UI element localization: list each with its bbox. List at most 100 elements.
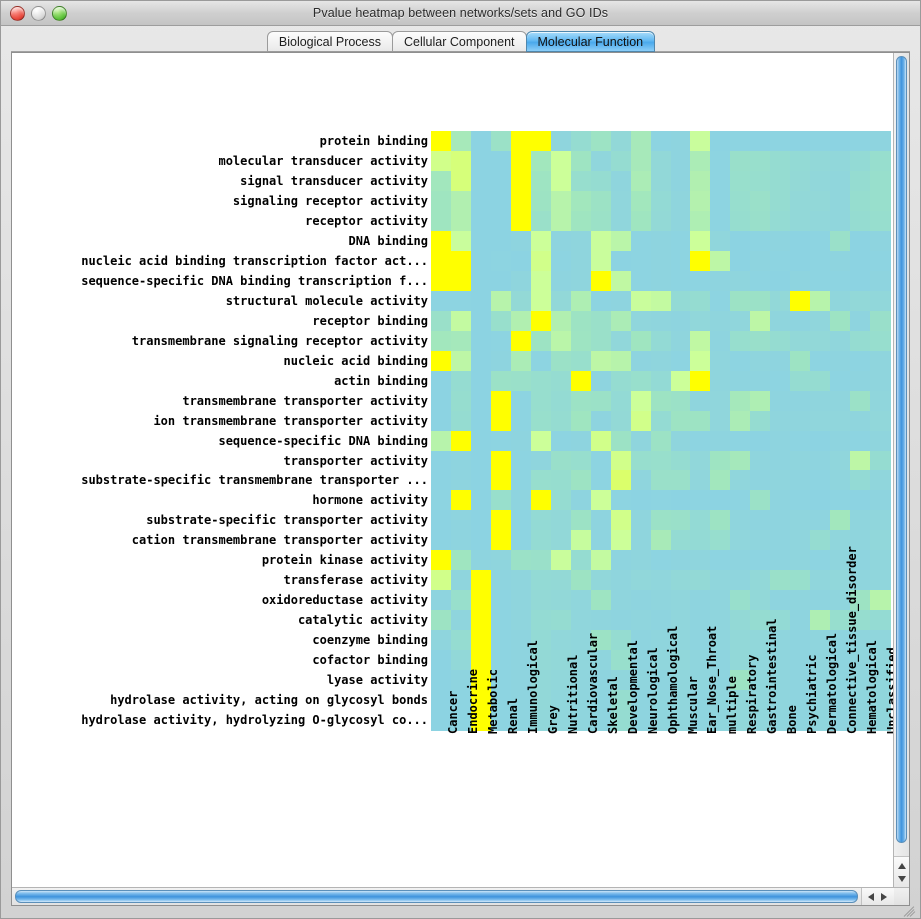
heatmap-cell[interactable]	[810, 550, 831, 571]
heatmap-cell[interactable]	[830, 510, 851, 531]
heatmap-cell[interactable]	[770, 290, 791, 312]
heatmap-cell[interactable]	[530, 230, 552, 252]
heatmap-cell[interactable]	[610, 690, 632, 711]
heatmap-cell[interactable]	[650, 590, 672, 611]
heatmap-cell[interactable]	[431, 190, 452, 212]
heatmap-cell[interactable]	[510, 670, 532, 691]
heatmap-cell[interactable]	[610, 630, 632, 651]
heatmap-cell[interactable]	[610, 330, 632, 352]
heatmap-cell[interactable]	[650, 550, 672, 571]
minimize-button-icon[interactable]	[31, 6, 46, 21]
heatmap-cell[interactable]	[830, 610, 851, 631]
heatmap-cell[interactable]	[610, 470, 632, 492]
heatmap-cell[interactable]	[850, 650, 871, 671]
heatmap-cell[interactable]	[670, 210, 692, 232]
heatmap-cell[interactable]	[530, 131, 552, 152]
heatmap-cell[interactable]	[870, 430, 891, 452]
heatmap-cell[interactable]	[810, 290, 831, 312]
heatmap-cell[interactable]	[670, 690, 692, 711]
heatmap-cell[interactable]	[750, 350, 771, 372]
heatmap-cell[interactable]	[710, 170, 731, 192]
heatmap-cell[interactable]	[830, 530, 851, 551]
heatmap-cell[interactable]	[431, 350, 452, 372]
heatmap-cell[interactable]	[670, 450, 692, 472]
heatmap-cell[interactable]	[550, 450, 572, 472]
heatmap-cell[interactable]	[730, 350, 751, 372]
heatmap-cell[interactable]	[730, 630, 751, 651]
heatmap-cell[interactable]	[870, 150, 891, 172]
heatmap-cell[interactable]	[810, 490, 831, 512]
heatmap-cell[interactable]	[730, 490, 751, 512]
heatmap-cell[interactable]	[710, 670, 731, 691]
scroll-up-icon[interactable]	[897, 863, 906, 869]
heatmap-cell[interactable]	[870, 510, 891, 531]
heatmap-cell[interactable]	[730, 650, 751, 671]
heatmap-cell[interactable]	[570, 710, 592, 731]
heatmap-cell[interactable]	[470, 230, 492, 252]
heatmap-cell[interactable]	[630, 690, 652, 711]
heatmap-cell[interactable]	[830, 570, 851, 591]
heatmap-cell[interactable]	[790, 590, 811, 611]
tab-biological-process[interactable]: Biological Process	[266, 31, 394, 52]
horizontal-scroll-track[interactable]	[12, 888, 861, 905]
heatmap-cell[interactable]	[870, 570, 891, 591]
heatmap-cell[interactable]	[770, 670, 791, 691]
heatmap-cell[interactable]	[750, 610, 771, 631]
heatmap-cell[interactable]	[450, 470, 472, 492]
heatmap-cell[interactable]	[850, 290, 871, 312]
heatmap-cell[interactable]	[870, 230, 891, 252]
heatmap-cell[interactable]	[470, 670, 492, 691]
heatmap-cell[interactable]	[730, 270, 751, 292]
heatmap-cell[interactable]	[650, 510, 672, 531]
heatmap-cell[interactable]	[550, 390, 572, 412]
heatmap-cell[interactable]	[570, 330, 592, 352]
heatmap-cell[interactable]	[570, 131, 592, 152]
heatmap-cell[interactable]	[850, 410, 871, 432]
heatmap-cell[interactable]	[490, 450, 512, 472]
horizontal-scrollbar[interactable]	[12, 887, 909, 905]
heatmap-cell[interactable]	[770, 310, 791, 332]
heatmap-cell[interactable]	[730, 150, 751, 172]
heatmap-cell[interactable]	[470, 330, 492, 352]
heatmap-cell[interactable]	[450, 250, 472, 272]
heatmap-cell[interactable]	[590, 131, 612, 152]
heatmap-cell[interactable]	[510, 250, 532, 272]
heatmap-cell[interactable]	[770, 170, 791, 192]
heatmap-cell[interactable]	[530, 410, 552, 432]
heatmap-cell[interactable]	[870, 350, 891, 372]
heatmap-cell[interactable]	[690, 590, 712, 611]
heatmap-cell[interactable]	[710, 710, 731, 731]
heatmap-cell[interactable]	[830, 410, 851, 432]
heatmap-cell[interactable]	[750, 330, 771, 352]
heatmap-cell[interactable]	[850, 350, 871, 372]
heatmap-cell[interactable]	[830, 350, 851, 372]
heatmap-cell[interactable]	[690, 390, 712, 412]
heatmap-cell[interactable]	[590, 350, 612, 372]
heatmap-cell[interactable]	[530, 610, 552, 631]
heatmap-cell[interactable]	[530, 670, 552, 691]
heatmap-cell[interactable]	[870, 170, 891, 192]
heatmap-cell[interactable]	[710, 450, 731, 472]
heatmap-cell[interactable]	[810, 430, 831, 452]
heatmap-cell[interactable]	[690, 350, 712, 372]
heatmap-cell[interactable]	[670, 710, 692, 731]
heatmap-cell[interactable]	[490, 670, 512, 691]
heatmap-cell[interactable]	[750, 270, 771, 292]
heatmap-cell[interactable]	[431, 330, 452, 352]
heatmap-cell[interactable]	[730, 310, 751, 332]
heatmap-cell[interactable]	[810, 570, 831, 591]
heatmap-cell[interactable]	[431, 270, 452, 292]
heatmap-cell[interactable]	[610, 370, 632, 392]
heatmap-cell[interactable]	[750, 670, 771, 691]
heatmap-cell[interactable]	[610, 390, 632, 412]
heatmap-cell[interactable]	[530, 530, 552, 551]
heatmap-cell[interactable]	[770, 330, 791, 352]
heatmap-cell[interactable]	[530, 370, 552, 392]
heatmap-cell[interactable]	[650, 390, 672, 412]
heatmap-cell[interactable]	[570, 430, 592, 452]
heatmap-cell[interactable]	[690, 270, 712, 292]
heatmap-cell[interactable]	[470, 430, 492, 452]
heatmap-cell[interactable]	[670, 170, 692, 192]
heatmap-cell[interactable]	[750, 370, 771, 392]
heatmap-cell[interactable]	[870, 690, 891, 711]
